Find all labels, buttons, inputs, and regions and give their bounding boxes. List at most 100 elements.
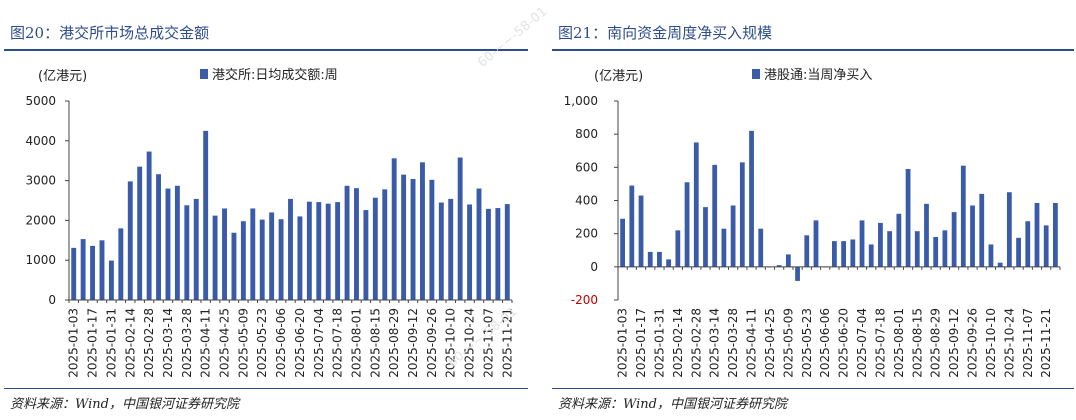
bar [316, 202, 322, 300]
x-tick-label: 2025-08-15 [910, 308, 924, 378]
bar [429, 179, 435, 300]
bar [212, 215, 218, 300]
y-tick-label: 3000 [25, 174, 56, 188]
bar [1016, 237, 1021, 267]
x-tick-label: 2025-02-14 [671, 308, 685, 378]
x-tick-label: 2025-11-21 [1039, 308, 1053, 378]
bar [108, 260, 114, 300]
chart-panel-hkex-turnover: 图20：港交所市场总成交金额 (亿港元) 港交所:日均成交额:周 0 1000 2000… [0, 0, 530, 420]
y-tick-label: 0 [590, 260, 598, 274]
bar [259, 219, 265, 300]
x-tick-label: 2025-05-09 [781, 308, 795, 378]
chart-panel-southbound-flow: 图21：南向资金周度净买入规模 (亿港元) 港股通:当周净买入 -200 0 200 40… [548, 0, 1076, 420]
bar [203, 130, 209, 300]
x-tick-label: 2025-03-28 [180, 308, 194, 378]
y-unit-label: (亿港元) [38, 69, 87, 84]
x-tick-label: 2025-02-14 [123, 308, 137, 378]
bar [739, 162, 745, 267]
bar [485, 208, 491, 300]
bar [933, 236, 939, 267]
bar [684, 182, 690, 267]
x-tick-label: 2025-01-31 [104, 308, 118, 378]
bar [401, 174, 407, 300]
bar [325, 203, 331, 300]
x-tick-label: 2025-09-26 [425, 308, 439, 378]
x-tick-label: 2025-06-06 [274, 308, 288, 378]
legend-swatch [752, 69, 760, 79]
bar [71, 247, 77, 300]
x-tick-label: 2025-09-12 [947, 308, 961, 378]
bar [127, 181, 133, 300]
bar [363, 210, 369, 300]
legend-label: 港交所:日均成交额:周 [212, 67, 338, 83]
bar [914, 231, 920, 267]
bar [354, 188, 359, 300]
legend-label: 港股通:当周净买入 [764, 68, 872, 83]
source-note: 资料来源：Wind，中国银河证券研究院 [558, 397, 787, 412]
bar [758, 228, 764, 267]
bar [174, 185, 180, 300]
bar [146, 151, 152, 300]
bar [795, 266, 800, 281]
x-tick-label: 2025-01-17 [634, 308, 648, 378]
bar [269, 212, 275, 300]
x-tick-label: 2025-05-23 [800, 308, 814, 378]
bar [712, 164, 718, 267]
source-note: 资料来源：Wind，中国银河证券研究院 [10, 397, 239, 412]
source-divider [552, 388, 1074, 389]
y-tick-label: 400 [575, 194, 598, 208]
bar [278, 219, 284, 300]
bar [372, 197, 378, 300]
bar [970, 205, 975, 267]
y-tick-label: 800 [575, 127, 598, 141]
x-tick-label: 2025-10-24 [463, 308, 477, 378]
bar [467, 204, 473, 300]
bar [420, 162, 425, 300]
bar [240, 221, 246, 300]
y-tick-label: 0 [48, 293, 56, 307]
x-tick-label: 2025-02-28 [142, 308, 156, 378]
y-tick-label: 200 [575, 227, 598, 241]
bar [1043, 225, 1049, 267]
bar [90, 245, 96, 300]
x-tick-label: 2025-03-14 [161, 308, 175, 378]
x-tick-label: 2025-08-01 [349, 308, 363, 378]
x-tick-label: 2025-03-28 [726, 308, 740, 378]
bar [960, 165, 966, 267]
bar [306, 201, 312, 300]
bar [344, 185, 350, 300]
bar [156, 174, 161, 300]
bar [382, 189, 388, 300]
x-tick-label: 2025-01-03 [616, 308, 630, 378]
bar [335, 202, 341, 300]
bar [391, 158, 397, 300]
bar [193, 198, 199, 300]
bar [1034, 202, 1040, 267]
bar [675, 230, 681, 267]
y-tick-label: 2000 [25, 213, 56, 227]
bar-chart-southbound-flow: (亿港元) 港股通:当周净买入 -200 0 200 400 600 800 1,000 2025… [564, 68, 1061, 378]
bar [410, 179, 416, 300]
x-tick-label: 2025-11-07 [1021, 308, 1035, 378]
x-tick-label: 2025-07-18 [331, 308, 345, 378]
x-tick-label: 2025-07-04 [312, 308, 326, 378]
x-tick-label: 2025-08-29 [929, 308, 943, 378]
x-tick-label: 2025-08-29 [387, 308, 401, 378]
x-tick-label: 2025-05-23 [255, 308, 269, 378]
bar [638, 195, 644, 267]
figure-title: 图20：港交所市场总成交金额 [10, 24, 210, 42]
y-unit-label: (亿港元) [594, 69, 643, 84]
bar [942, 230, 948, 267]
x-tick-label: 2025-05-09 [236, 308, 250, 378]
bar [693, 142, 699, 267]
y-tick-label: -200 [571, 293, 598, 307]
bar [887, 231, 893, 267]
bar [841, 241, 846, 267]
bar [448, 198, 454, 300]
bar [1053, 202, 1058, 267]
x-tick-label: 2025-10-10 [984, 308, 998, 378]
bar [924, 203, 929, 267]
bar [288, 198, 293, 300]
bar [997, 262, 1003, 267]
legend-swatch [200, 69, 208, 79]
